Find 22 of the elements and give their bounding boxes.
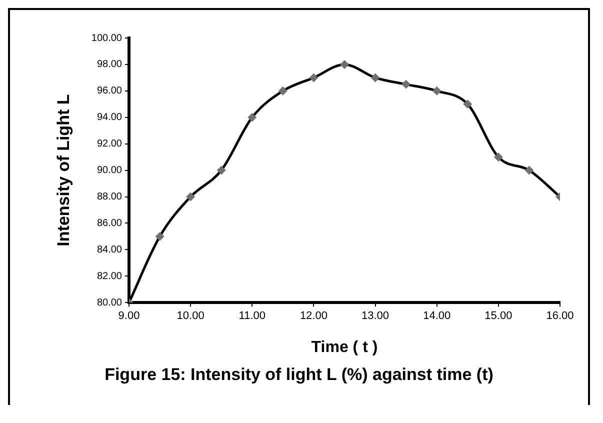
y-tick-label: 86.00 (96, 218, 122, 229)
y-tick-label: 92.00 (96, 138, 122, 150)
y-tick-label: 94.00 (96, 112, 122, 124)
x-tick-label: 12.00 (300, 310, 328, 322)
y-tick-label: 100.00 (91, 32, 122, 44)
x-tick-label: 10.00 (176, 310, 204, 322)
y-tick-label: 80.00 (96, 297, 122, 308)
y-tick-label: 82.00 (96, 270, 122, 282)
y-tick-label: 98.00 (96, 59, 122, 70)
y-tick-label: 84.00 (96, 244, 122, 256)
x-tick-label: 13.00 (362, 310, 390, 322)
x-tick-label: 11.00 (238, 310, 266, 322)
caption: Figure 15: Intensity of light L (%) against time (t) (104, 365, 494, 386)
x-tick-label: 16.00 (546, 310, 574, 322)
y-axis-title: Intensity of Light L (54, 94, 73, 246)
x-axis-title: Time ( t ) (311, 338, 378, 356)
y-tick-label: 96.00 (96, 86, 122, 97)
x-tick-label: 15.00 (484, 310, 512, 322)
x-tick-label: 9.00 (118, 310, 140, 322)
x-tick-label: 14.00 (423, 310, 451, 322)
y-tick-label: 90.00 (96, 165, 122, 176)
y-tick-label: 88.00 (96, 192, 122, 203)
